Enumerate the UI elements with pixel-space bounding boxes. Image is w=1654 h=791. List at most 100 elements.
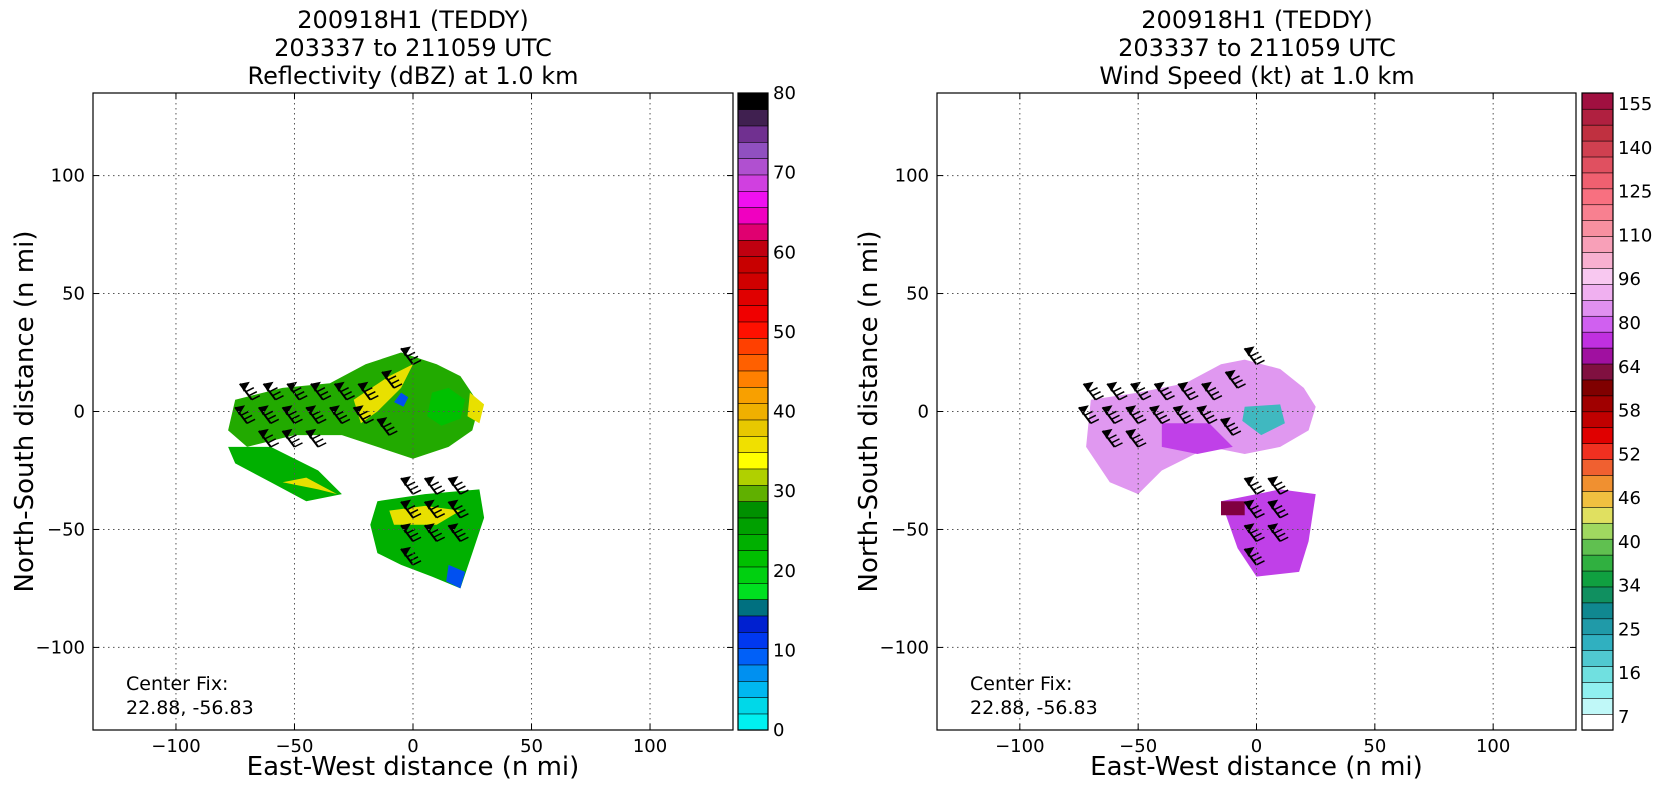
x-tick-label: 100 <box>1476 736 1510 757</box>
colorbar-segment <box>1581 331 1614 349</box>
colorbar-segment <box>737 158 769 176</box>
wind-barb <box>239 381 261 401</box>
barb-feather <box>387 375 397 381</box>
barb-pennant <box>1102 405 1113 416</box>
barb-feather <box>412 536 422 542</box>
barb-feather <box>275 395 284 401</box>
x-tick-label: −100 <box>995 736 1044 757</box>
barb-feather <box>264 434 274 440</box>
colorbar-segment <box>737 354 769 372</box>
barb-pennant <box>382 369 393 380</box>
colorbar-segment <box>1581 395 1614 413</box>
barb-feather <box>1111 414 1120 420</box>
colorbar-segment <box>1581 697 1614 715</box>
wind-barb <box>1172 405 1194 424</box>
echo-core <box>353 364 413 424</box>
x-tick-label: 50 <box>520 736 543 757</box>
wind-barb <box>447 476 469 495</box>
barb-feather <box>430 481 440 487</box>
colorbar-segment <box>1581 251 1614 269</box>
barb-feather <box>362 414 371 420</box>
barb-feather <box>288 434 297 440</box>
barb-feather <box>322 395 332 401</box>
barb-feather <box>1134 414 1144 420</box>
wind-barb <box>1201 381 1223 401</box>
colorbar-segment <box>1581 283 1614 301</box>
barb-feather <box>264 410 274 416</box>
x-axis-label: East-West distance (n mi) <box>247 752 580 782</box>
colorbar-tick-label: 16 <box>1618 663 1641 684</box>
barb-feather <box>406 351 416 357</box>
barb-feather <box>1182 414 1191 420</box>
barb-feather <box>433 532 443 538</box>
barb-feather <box>1253 532 1262 538</box>
barb-feather <box>272 391 281 397</box>
wind-barb <box>310 381 332 401</box>
colorbar-tick-label: 20 <box>773 561 796 582</box>
y-tick-label: −100 <box>880 637 929 658</box>
wind-barb <box>447 499 469 519</box>
wind-barb <box>352 405 374 424</box>
wind-barb <box>1243 546 1265 566</box>
barb-feather <box>460 536 469 542</box>
colorbar-segment <box>1581 204 1614 222</box>
colorbar-segment <box>737 272 769 290</box>
wind-barb <box>1243 476 1265 495</box>
barb-feather <box>1273 481 1283 487</box>
barb-pennant <box>263 381 274 392</box>
barb-feather <box>316 387 326 393</box>
barb-feather <box>295 391 305 397</box>
barb-feather <box>292 387 302 393</box>
colorbar-tick-label: 64 <box>1618 357 1641 378</box>
barb-feather <box>243 414 253 420</box>
barb-feather <box>1160 387 1169 393</box>
barb-feather <box>1166 395 1175 401</box>
chart-panel-1: 200918H1 (TEDDY)203337 to 211059 UTCWind… <box>854 6 1652 782</box>
colorbar-segment <box>737 501 769 519</box>
barb-feather <box>1279 512 1289 519</box>
colorbar-tick-label: 0 <box>773 720 784 741</box>
x-tick-label: −50 <box>275 736 313 757</box>
barb-feather <box>1131 434 1141 440</box>
chart-title-line: Reflectivity (dBZ) at 1.0 km <box>248 62 579 90</box>
colorbar-segment <box>737 321 769 339</box>
colorbar-segment <box>1581 108 1614 126</box>
barb-feather <box>1250 504 1259 511</box>
barb-pennant <box>306 428 317 439</box>
barb-feather <box>1114 442 1123 448</box>
barb-pennant <box>1244 523 1255 534</box>
barb-feather <box>267 438 277 444</box>
barb-feather <box>1253 508 1262 515</box>
wind-barb <box>1220 417 1242 436</box>
wind-barb <box>1267 476 1289 495</box>
colorbar-segment <box>1581 188 1614 206</box>
colorbar-segment <box>1581 665 1614 683</box>
colorbar-segment <box>737 533 769 551</box>
barb-feather <box>366 391 376 397</box>
colorbar-segment <box>1581 347 1614 365</box>
colorbar-tick-label: 155 <box>1618 94 1652 115</box>
y-tick-label: 50 <box>906 284 929 305</box>
barb-feather <box>1131 410 1141 416</box>
barb-feather <box>269 387 278 393</box>
barb-pennant <box>1107 381 1118 392</box>
barb-feather <box>1087 414 1097 420</box>
barb-pennant <box>358 381 369 392</box>
colorbar-segment <box>1581 538 1614 556</box>
barb-pennant <box>1173 405 1184 416</box>
barb-feather <box>245 387 255 393</box>
barb-feather <box>1108 434 1117 440</box>
barb-feather <box>369 395 379 401</box>
barb-feather <box>1213 395 1223 401</box>
barb-feather <box>409 485 419 491</box>
colorbar-segment <box>1581 713 1614 731</box>
barb-feather <box>436 512 446 519</box>
barb-feather <box>317 442 327 448</box>
barb-feather <box>270 442 280 448</box>
barb-feather <box>412 359 422 365</box>
barb-feather <box>412 512 422 519</box>
barb-feather <box>317 418 327 424</box>
barb-pennant <box>1201 381 1212 392</box>
barb-feather <box>1090 418 1100 424</box>
barb-pennant <box>1078 405 1089 416</box>
